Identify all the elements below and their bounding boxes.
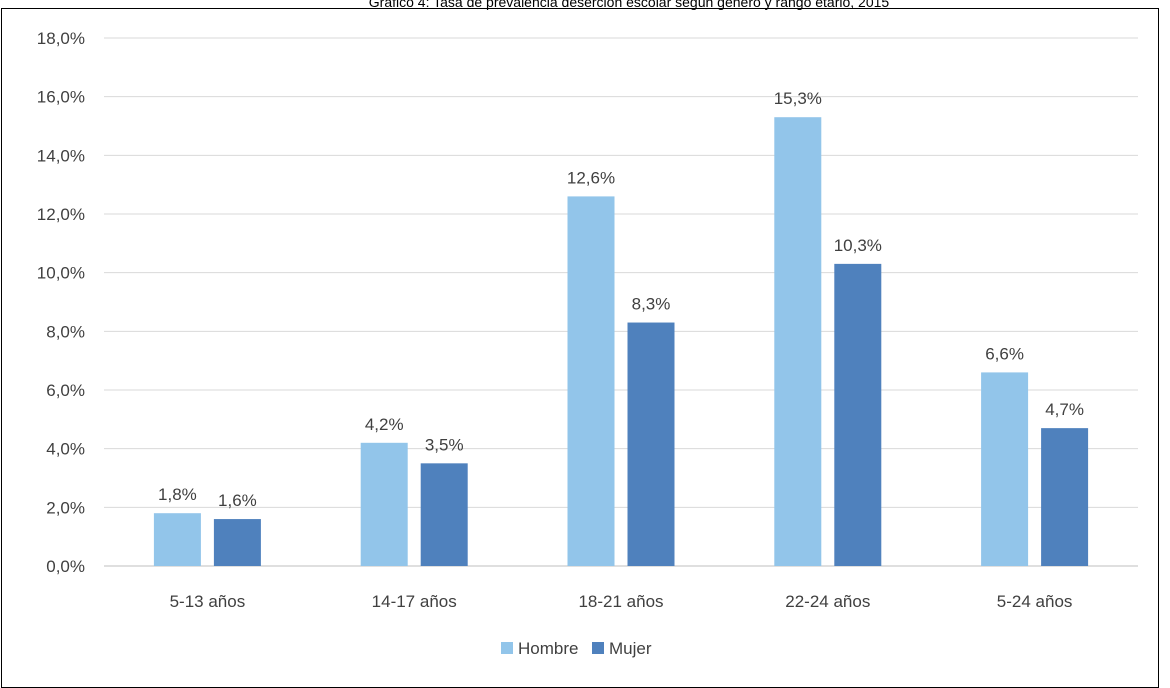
- legend: Hombre Mujer: [501, 639, 652, 658]
- legend-label: Hombre: [518, 639, 578, 658]
- bar-mujer: [834, 263, 882, 566]
- y-axis-tick-labels: 0,0% 2,0% 4,0% 6,0% 8,0% 10,0% 12,0% 14,0% 16,0%…: [37, 29, 85, 576]
- data-label: 1,6%: [218, 491, 257, 510]
- y-tick-label: 8,0%: [46, 322, 85, 341]
- gridlines: [104, 37, 1138, 567]
- x-tick-label: 5-24 años: [997, 592, 1073, 611]
- bar-mujer: [627, 322, 675, 566]
- data-label: 1,8%: [158, 485, 197, 504]
- y-tick-label: 2,0%: [46, 498, 85, 517]
- x-tick-label: 22-24 años: [785, 592, 870, 611]
- data-label: 10,3%: [834, 236, 882, 255]
- data-labels: 1,8% 1,6% 4,2% 3,5% 12,6% 8,3% 15,3% 10,3% 6,6% 4…: [158, 89, 1084, 510]
- y-tick-label: 10,0%: [37, 264, 85, 283]
- y-tick-label: 16,0%: [37, 88, 85, 107]
- bar-mujer: [420, 463, 468, 566]
- legend-swatch: [501, 642, 513, 654]
- bar-hombre: [981, 372, 1029, 566]
- y-tick-label: 18,0%: [37, 29, 85, 48]
- data-label: 4,7%: [1045, 400, 1084, 419]
- data-label: 12,6%: [567, 168, 615, 187]
- bar-mujer: [213, 519, 261, 566]
- data-label: 8,3%: [632, 295, 671, 314]
- data-label: 4,2%: [365, 415, 404, 434]
- bar-mujer: [1041, 428, 1089, 566]
- bar-hombre: [153, 513, 201, 566]
- data-label: 6,6%: [985, 344, 1024, 363]
- chart-title: Gráfico 4: Tasa de prevalencia deserción…: [368, 0, 890, 10]
- y-tick-label: 14,0%: [37, 146, 85, 165]
- bar-hombre: [360, 442, 408, 566]
- y-tick-label: 4,0%: [46, 440, 85, 459]
- x-tick-label: 5-13 años: [170, 592, 246, 611]
- data-label: 15,3%: [774, 89, 822, 108]
- bars: [153, 117, 1089, 566]
- y-tick-label: 6,0%: [46, 381, 85, 400]
- x-axis-tick-labels: 5-13 años 14-17 años 18-21 años 22-24 años 5…: [170, 592, 1073, 611]
- x-tick-label: 18-21 años: [578, 592, 663, 611]
- legend-swatch: [592, 642, 604, 654]
- bar-hombre: [567, 196, 615, 566]
- x-tick-label: 14-17 años: [372, 592, 457, 611]
- data-label: 3,5%: [425, 435, 464, 454]
- y-tick-label: 12,0%: [37, 205, 85, 224]
- legend-label: Mujer: [609, 639, 652, 658]
- y-tick-label: 0,0%: [46, 557, 85, 576]
- bar-hombre: [774, 117, 822, 566]
